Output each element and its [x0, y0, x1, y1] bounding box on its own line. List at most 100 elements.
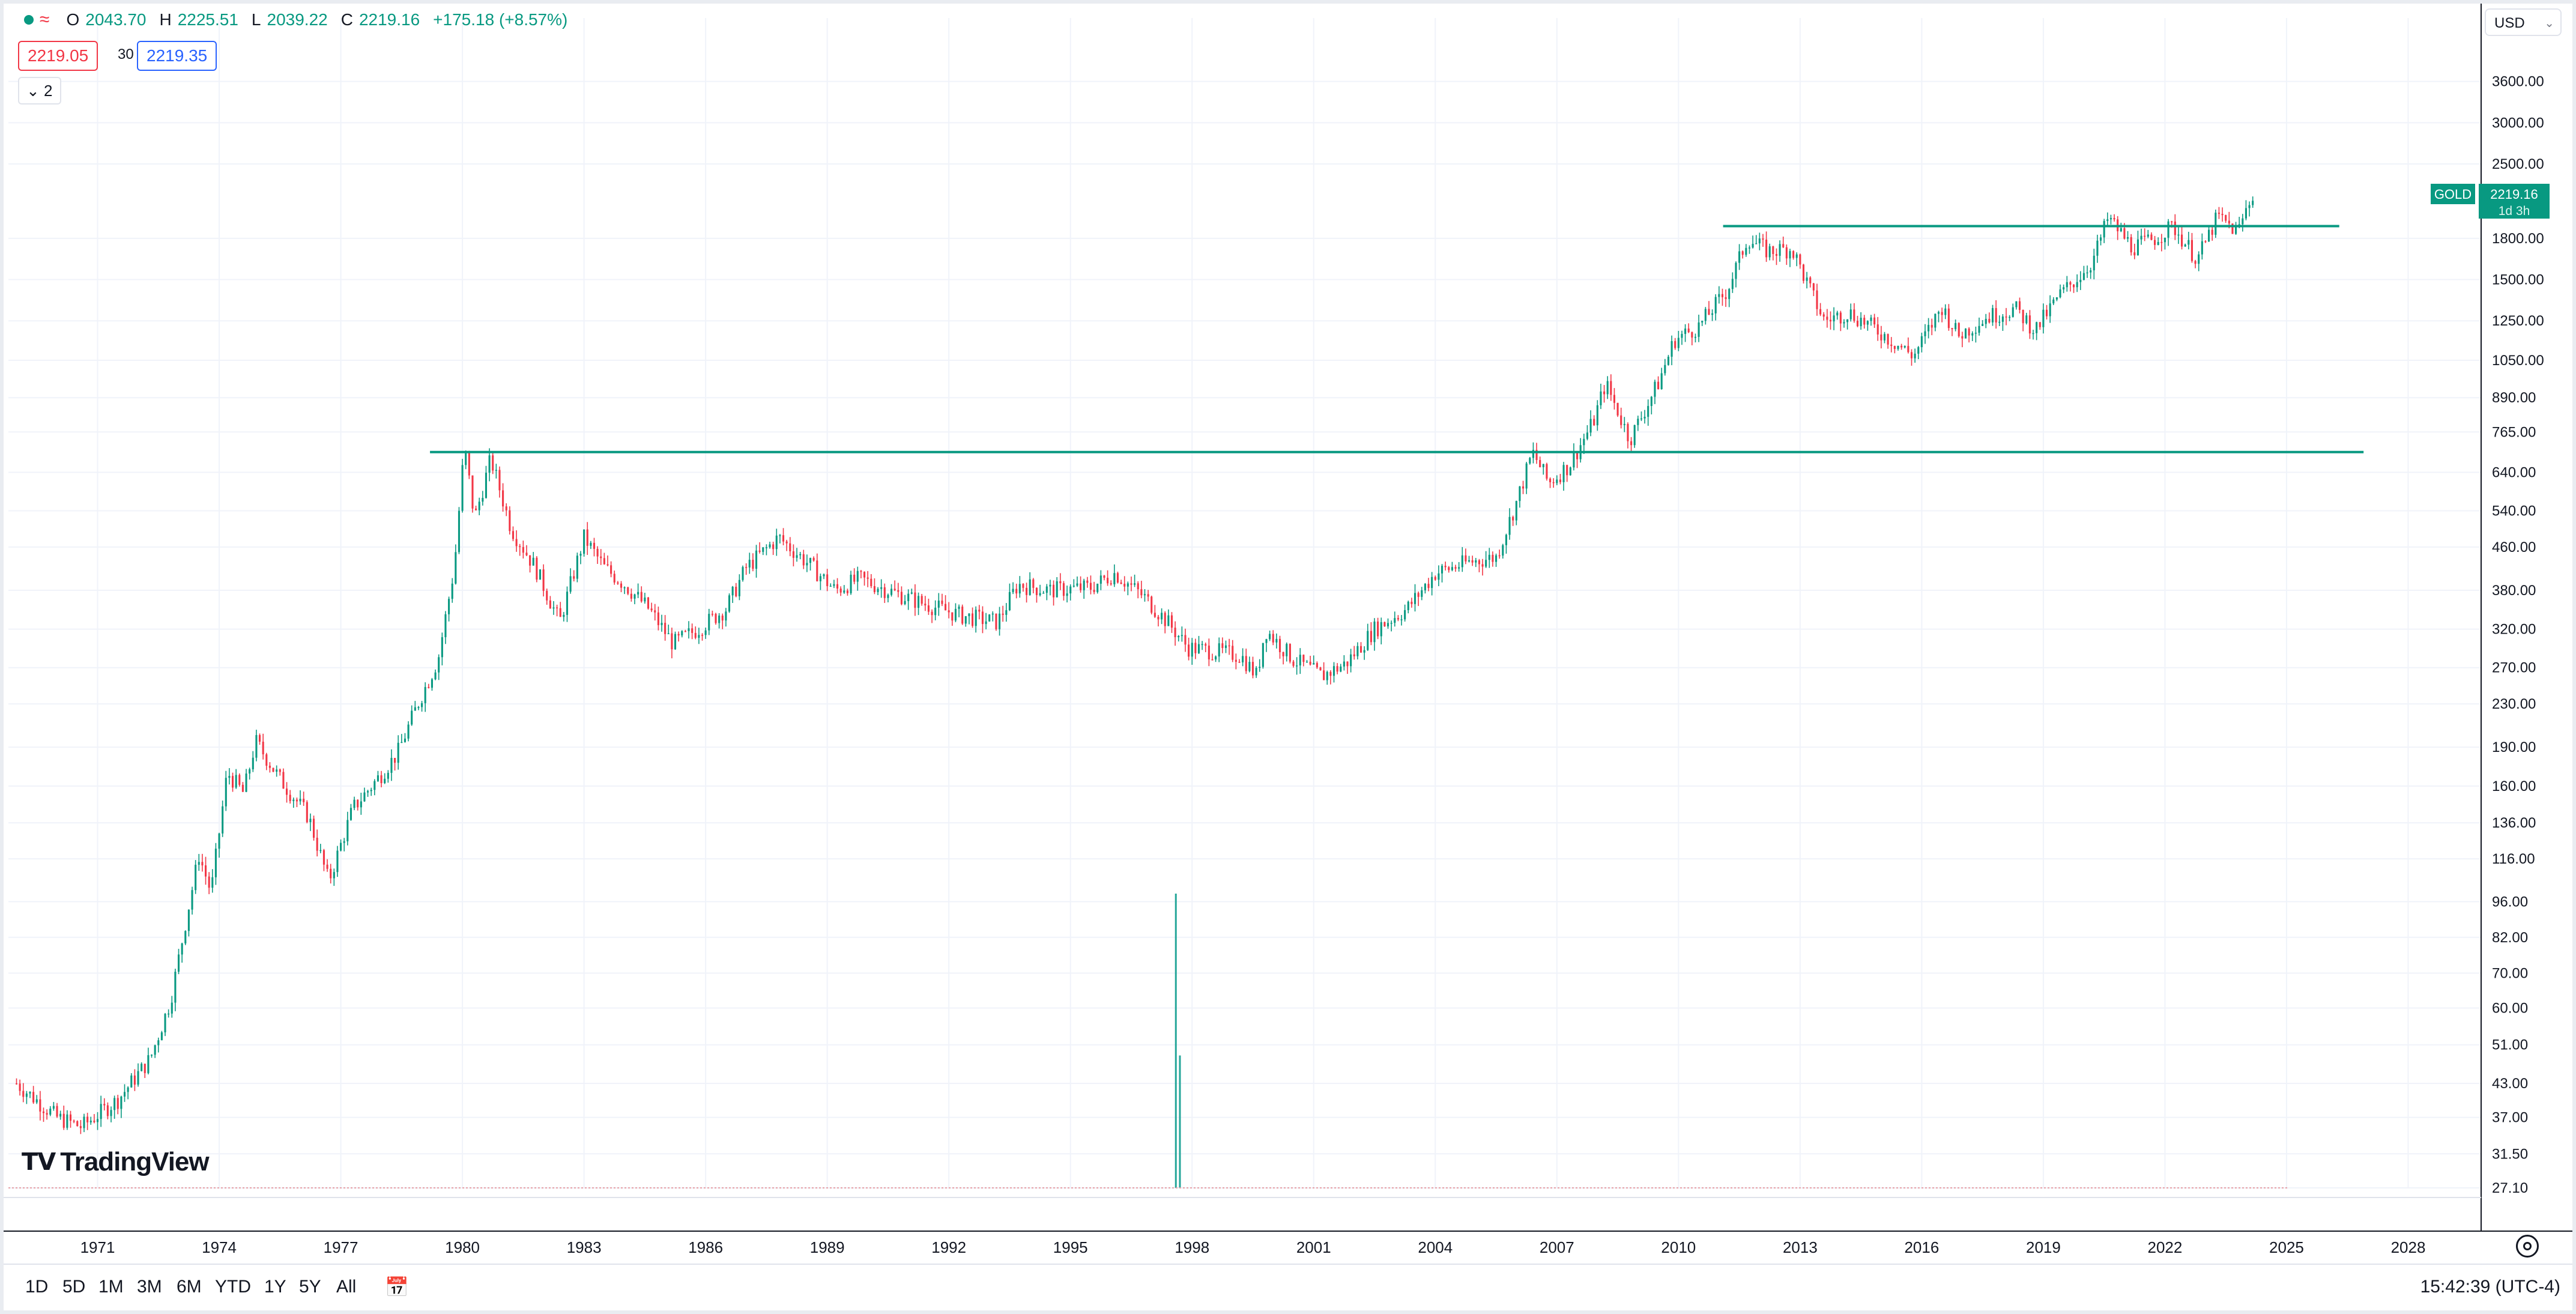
indicators-toggle-button[interactable]: ⌄ 2: [18, 77, 61, 104]
candle-body: [1593, 419, 1595, 426]
trendlines[interactable]: [430, 225, 2364, 453]
candle-body: [1140, 589, 1143, 596]
currency-select[interactable]: USD ⌄: [2485, 8, 2562, 36]
candle-body: [1056, 581, 1058, 598]
y-tick-label: 1250.00: [2492, 313, 2544, 329]
time-axis[interactable]: 1971 1974 1977 1980 1983 1986 1989 1992 1995 1998…: [0, 1197, 2576, 1265]
buy-button[interactable]: 2219.35: [137, 41, 217, 71]
candle-body: [222, 806, 224, 834]
candle-body: [1332, 666, 1335, 676]
candle-body: [2049, 303, 2051, 316]
candle-body: [1488, 554, 1490, 560]
candle-body: [451, 583, 453, 599]
candle-body: [1829, 319, 1832, 322]
candle-body: [2136, 239, 2139, 256]
candle-body: [999, 613, 1001, 629]
range-button-5y[interactable]: 5Y: [299, 1277, 321, 1297]
candle-body: [2245, 208, 2247, 219]
candle-body: [1539, 460, 1541, 467]
candle-body: [2252, 201, 2254, 205]
range-button-all[interactable]: All: [336, 1277, 357, 1297]
candle-body: [1613, 395, 1615, 403]
y-tick-label: 60.00: [2492, 1000, 2528, 1016]
range-button-ytd[interactable]: YTD: [215, 1277, 251, 1297]
range-button-5d[interactable]: 5D: [62, 1277, 86, 1297]
candle-body: [2140, 235, 2142, 240]
candle-body: [772, 544, 775, 550]
candle-body: [758, 550, 761, 552]
candle-body: [441, 637, 443, 658]
candle-body: [1126, 583, 1129, 587]
candle-body: [2174, 221, 2176, 235]
candle-body: [1907, 346, 1909, 353]
candle-body: [241, 784, 244, 792]
candle-body: [1465, 555, 1467, 562]
candle-body: [343, 841, 345, 843]
y-tick-label: 320.00: [2492, 622, 2536, 638]
candle-body: [769, 544, 771, 548]
candle-body: [252, 757, 254, 769]
candle-body: [961, 607, 964, 624]
range-button-3m[interactable]: 3M: [137, 1277, 162, 1297]
candle-body: [1053, 584, 1055, 598]
candle-body: [1998, 321, 2001, 323]
candle-body: [576, 556, 578, 579]
settings-icon[interactable]: [2516, 1235, 2539, 1258]
y-tick-label: 2500.00: [2492, 156, 2544, 172]
candle-body: [573, 576, 575, 579]
candle-body: [1616, 402, 1619, 416]
candle-body: [1667, 357, 1670, 365]
candle-body: [681, 631, 683, 636]
goto-date-icon[interactable]: 📅: [385, 1276, 409, 1298]
candle-body: [1741, 251, 1744, 255]
candle-body: [1930, 325, 1933, 328]
range-button-1m[interactable]: 1M: [98, 1277, 124, 1297]
candle-body: [883, 587, 886, 598]
candle-body: [313, 819, 315, 838]
range-button-1y[interactable]: 1Y: [264, 1277, 286, 1297]
candle-body: [2012, 307, 2014, 317]
candle-body: [1468, 560, 1471, 562]
candle-body: [1546, 464, 1548, 479]
candle-body: [492, 455, 494, 471]
candle-body: [745, 567, 748, 568]
candle-body: [191, 890, 193, 910]
candle-body: [160, 1032, 163, 1041]
candle-body: [495, 470, 497, 471]
candle-body: [1897, 345, 1899, 350]
candle-body: [921, 596, 923, 604]
candle-body: [32, 1092, 35, 1103]
candle-body: [407, 724, 410, 739]
candle-body: [725, 611, 727, 621]
candle-body: [897, 590, 899, 592]
clock[interactable]: 15:42:39 (UTC-4): [2420, 1277, 2560, 1297]
y-tick-label: 136.00: [2492, 815, 2536, 831]
candle-body: [2009, 316, 2011, 318]
candle-body: [2106, 219, 2109, 221]
candle-body: [120, 1096, 122, 1109]
candle-body: [2198, 254, 2200, 264]
price-axis[interactable]: 27.10 31.50 37.00 43.00 51.00 60.00 70.00 82.00…: [2481, 0, 2544, 1231]
candle-body: [1512, 516, 1514, 521]
y-tick-label: 190.00: [2492, 739, 2536, 755]
range-button-1d[interactable]: 1D: [25, 1277, 49, 1297]
x-tick-label: 2028: [2391, 1238, 2426, 1256]
candle-body: [1971, 333, 1974, 336]
candle-body: [1535, 450, 1538, 461]
sell-button[interactable]: 2219.05: [18, 41, 98, 71]
candle-body: [1951, 328, 1953, 330]
candle-body: [299, 799, 301, 802]
candle-body: [1251, 662, 1254, 676]
candle-body: [1860, 318, 1862, 327]
candle-body: [2127, 237, 2129, 239]
tradingview-logo[interactable]: 𝗧𝗩 TradingView: [22, 1147, 210, 1177]
candles: [15, 196, 2254, 1134]
candle-body: [1566, 465, 1568, 476]
candle-body: [661, 623, 663, 625]
candle-body: [448, 599, 450, 614]
candle-body: [2103, 220, 2105, 238]
candle-body: [1161, 613, 1163, 620]
range-button-6m[interactable]: 6M: [177, 1277, 202, 1297]
market-status-icon[interactable]: ≈: [40, 10, 50, 29]
